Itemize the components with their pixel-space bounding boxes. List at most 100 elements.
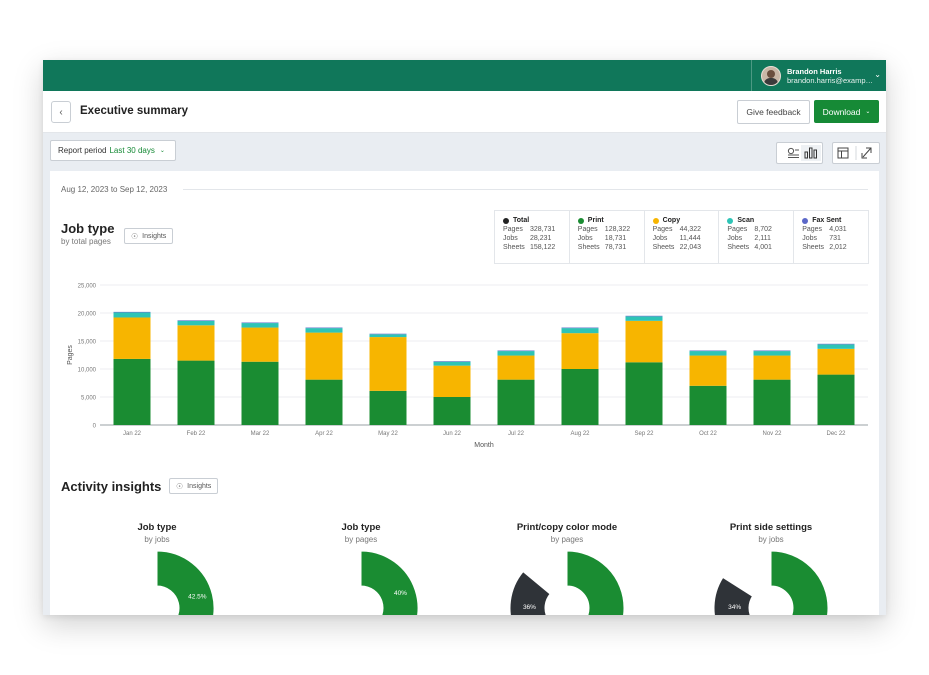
legend-row-value: 44,322 [679,226,702,233]
bar-copy[interactable] [753,355,791,380]
bar-scan[interactable] [753,351,791,356]
report-period-label: Report period [58,146,107,155]
back-button[interactable]: ‹ [51,101,71,123]
donut-chart: 34% [713,551,829,615]
lightbulb-icon: ☉ [131,231,139,241]
legend-heading: Total [503,216,569,225]
bar-scan[interactable] [689,351,727,356]
legend-label: Fax Sent [812,217,842,224]
bar-copy[interactable] [177,325,215,361]
bar-scan[interactable] [817,344,855,349]
y-tick-label: 5,000 [81,396,97,402]
user-email: brandon.harris@examp… [787,75,873,85]
bar-copy[interactable] [689,355,727,386]
legend-row-pages: Pages 44,322 [653,225,719,234]
date-range: Aug 12, 2023 to Sep 12, 2023 [61,185,168,194]
bar-scan[interactable] [305,328,343,333]
bar-print[interactable] [433,397,471,425]
user-menu[interactable]: Brandon Harris brandon.harris@examp… ⌄ [751,60,886,91]
bar-print[interactable] [625,362,663,425]
bar-print[interactable] [113,358,151,425]
bar-copy[interactable] [433,365,471,397]
bar-scan[interactable] [241,323,279,328]
report-card: Aug 12, 2023 to Sep 12, 2023 Job type by… [50,171,879,615]
bar-print[interactable] [369,390,407,425]
activity-insights-button[interactable]: ☉ Insights [169,478,219,494]
view-toggle-group [776,142,823,164]
report-period-dropdown[interactable]: Report period Last 30 days ⌄ [50,140,176,161]
bar-scan[interactable] [113,312,151,318]
bar-scan[interactable] [433,361,471,366]
legend-row-jobs: Jobs 11,444 [653,234,719,243]
pie-slice-simplex[interactable] [713,576,771,615]
avatar [761,65,781,86]
bar-scan[interactable] [177,320,215,326]
bar-copy[interactable] [241,327,279,362]
bar-print[interactable] [753,379,791,425]
bar-print[interactable] [497,379,535,425]
bar-fax-sent[interactable] [817,343,855,345]
bar-copy[interactable] [305,332,343,380]
bar-fax-sent[interactable] [113,311,151,313]
bar-copy[interactable] [369,337,407,391]
bar-scan[interactable] [561,328,599,334]
legend-row-label: Sheets [727,244,750,251]
bar-fax-sent[interactable] [241,322,279,324]
chart-view-icon[interactable] [804,147,817,159]
legend-row-label: Sheets [802,244,824,251]
bar-fax-sent[interactable] [497,350,535,352]
bar-fax-sent[interactable] [433,361,471,362]
report-period-value: Last 30 days [109,146,155,155]
legend-row-value: 731 [829,235,841,242]
bar-print[interactable] [305,379,343,425]
pie-slice-label: 36% [523,604,536,611]
insights-label: Insights [142,232,167,240]
bar-copy[interactable] [625,320,663,363]
bar-copy[interactable] [497,355,535,380]
pie-slice-mono[interactable] [509,570,567,615]
bar-fax-sent[interactable] [305,327,343,329]
bar-print[interactable] [241,361,279,425]
bar-print[interactable] [817,374,855,425]
insights-button[interactable]: ☉ Insights [124,228,174,244]
pie-title: Print side settings [729,522,813,533]
bar-print[interactable] [177,360,215,425]
activity-insights-title: Activity insights [61,479,162,494]
pie-slice-duplex[interactable] [770,551,829,615]
legend-row-label: Pages [727,226,748,233]
legend-row-value: 28,231 [530,235,552,242]
donut-chart: 36% [509,551,625,615]
job-type-subtitle: by total pages [61,237,111,246]
bar-scan[interactable] [369,334,407,338]
pie-title: Print/copy color mode [516,522,618,533]
legend-row-jobs: Jobs 18,731 [578,234,644,243]
bar-fax-sent[interactable] [369,333,407,335]
layout-icon[interactable] [837,147,849,159]
legend-row-label: Jobs [652,235,668,242]
summary-view-icon[interactable] [787,147,799,158]
bar-print[interactable] [689,385,727,425]
bar-fax-sent[interactable] [753,350,791,352]
bar-fax-sent[interactable] [561,327,599,329]
download-button[interactable]: Download ⌄ [814,100,879,123]
legend-row-sheets: Sheets 4,001 [727,243,793,252]
layout-toggle-group [832,142,880,164]
give-feedback-button[interactable]: Give feedback [737,100,810,124]
bar-scan[interactable] [497,351,535,356]
bar-print[interactable] [561,369,599,425]
bar-copy[interactable] [817,348,855,375]
bar-fax-sent[interactable] [625,315,663,317]
pie-slice-label: 20% [354,604,367,611]
pie-slice-print[interactable] [156,551,215,615]
bar-fax-sent[interactable] [177,320,215,321]
bar-copy[interactable] [561,333,599,369]
bar-copy[interactable] [113,317,151,359]
pie-slice-color[interactable] [566,551,625,615]
pie-slice-print[interactable] [360,551,419,615]
bar-fax-sent[interactable] [689,350,727,352]
bar-scan[interactable] [625,316,663,321]
expand-icon[interactable] [861,147,872,159]
legend-row-jobs: Jobs 28,231 [503,234,569,243]
legend-row-value: 18,731 [604,235,627,242]
legend-row-label: Jobs [503,235,518,242]
